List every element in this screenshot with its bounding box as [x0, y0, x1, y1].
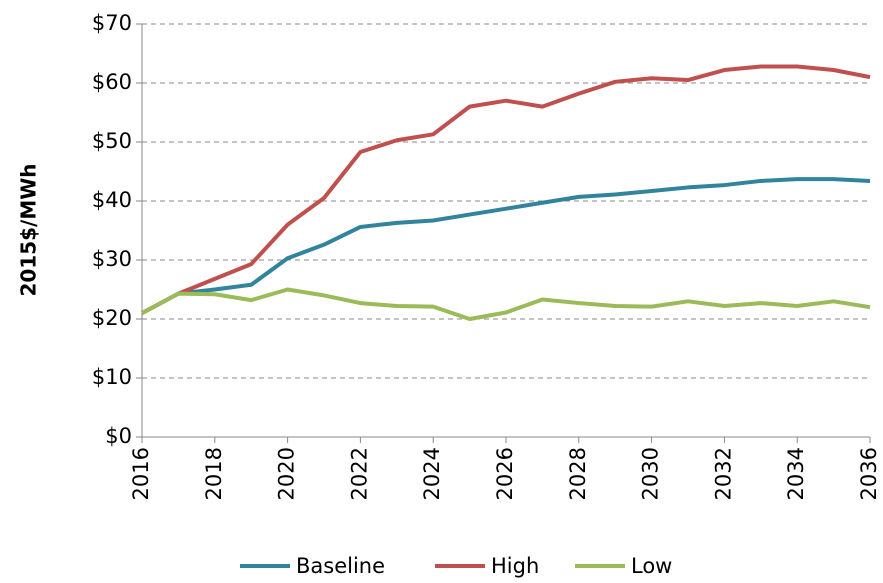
y-tick-label: $10: [92, 365, 132, 389]
y-tick-label: $60: [92, 70, 132, 94]
x-tick-label: 2020: [275, 447, 299, 500]
y-axis-label: 2015$/MWh: [17, 163, 41, 296]
x-tick-label: 2018: [202, 447, 226, 500]
legend-label: Low: [631, 554, 672, 578]
x-tick-label: 2028: [566, 447, 590, 500]
series-line: [141, 64, 871, 315]
series-line: [141, 287, 871, 321]
x-tick-label: 2032: [711, 447, 735, 500]
y-tick-label: $40: [92, 188, 132, 212]
x-tick-label: 2024: [420, 447, 444, 500]
y-tick-label: $50: [92, 129, 132, 153]
x-tick-label: 2034: [784, 447, 808, 500]
series-line: [141, 177, 871, 315]
y-tick-label: $30: [92, 247, 132, 271]
legend-label: Baseline: [296, 554, 385, 578]
y-tick-label: $70: [92, 11, 132, 35]
legend-label: High: [491, 554, 539, 578]
y-tick-label: $0: [105, 424, 132, 448]
x-tick-label: 2026: [493, 447, 517, 500]
y-tick-label: $20: [92, 306, 132, 330]
x-tick-label: 2030: [639, 447, 663, 500]
x-tick-label: 2016: [129, 447, 153, 500]
x-tick-label: 2022: [347, 447, 371, 500]
x-tick-label: 2036: [857, 447, 881, 500]
